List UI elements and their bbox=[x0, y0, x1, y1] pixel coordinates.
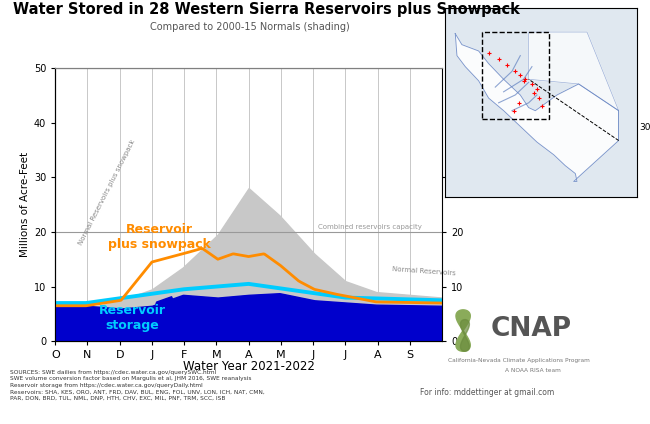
Bar bbox=[482, 32, 549, 119]
Text: A NOAA RISA team: A NOAA RISA team bbox=[505, 368, 561, 373]
Y-axis label: Millions of Acre-Feet: Millions of Acre-Feet bbox=[20, 152, 30, 257]
Text: For info: mddettinger at gmail.com: For info: mddettinger at gmail.com bbox=[421, 388, 554, 397]
Text: Combined reservoirs capacity: Combined reservoirs capacity bbox=[318, 224, 422, 230]
Text: California-Nevada Climate Applications Program: California-Nevada Climate Applications P… bbox=[448, 358, 590, 363]
Text: Normal Reservoirs: Normal Reservoirs bbox=[392, 266, 456, 277]
Text: Water Year 2021-2022: Water Year 2021-2022 bbox=[183, 360, 315, 373]
Polygon shape bbox=[460, 320, 469, 351]
Text: Compared to 2000-15 Normals (shading): Compared to 2000-15 Normals (shading) bbox=[150, 22, 350, 32]
Polygon shape bbox=[528, 32, 619, 141]
Text: Reservoir
storage: Reservoir storage bbox=[99, 304, 166, 332]
Polygon shape bbox=[455, 33, 619, 181]
Text: Water Stored in 28 Western Sierra Reservoirs plus Snowpack: Water Stored in 28 Western Sierra Reserv… bbox=[13, 2, 520, 17]
Text: CNAP: CNAP bbox=[491, 316, 572, 342]
Text: Reservoir
plus snowpack: Reservoir plus snowpack bbox=[109, 223, 211, 251]
Polygon shape bbox=[456, 310, 470, 351]
Text: 30: 30 bbox=[639, 123, 650, 132]
Text: SOURCES: SWE dailies from https://cdec.water.ca.gov/querySWC.html
SWE volume con: SOURCES: SWE dailies from https://cdec.w… bbox=[10, 370, 265, 401]
Text: Normal Reservoirs plus snowpack: Normal Reservoirs plus snowpack bbox=[78, 138, 136, 245]
